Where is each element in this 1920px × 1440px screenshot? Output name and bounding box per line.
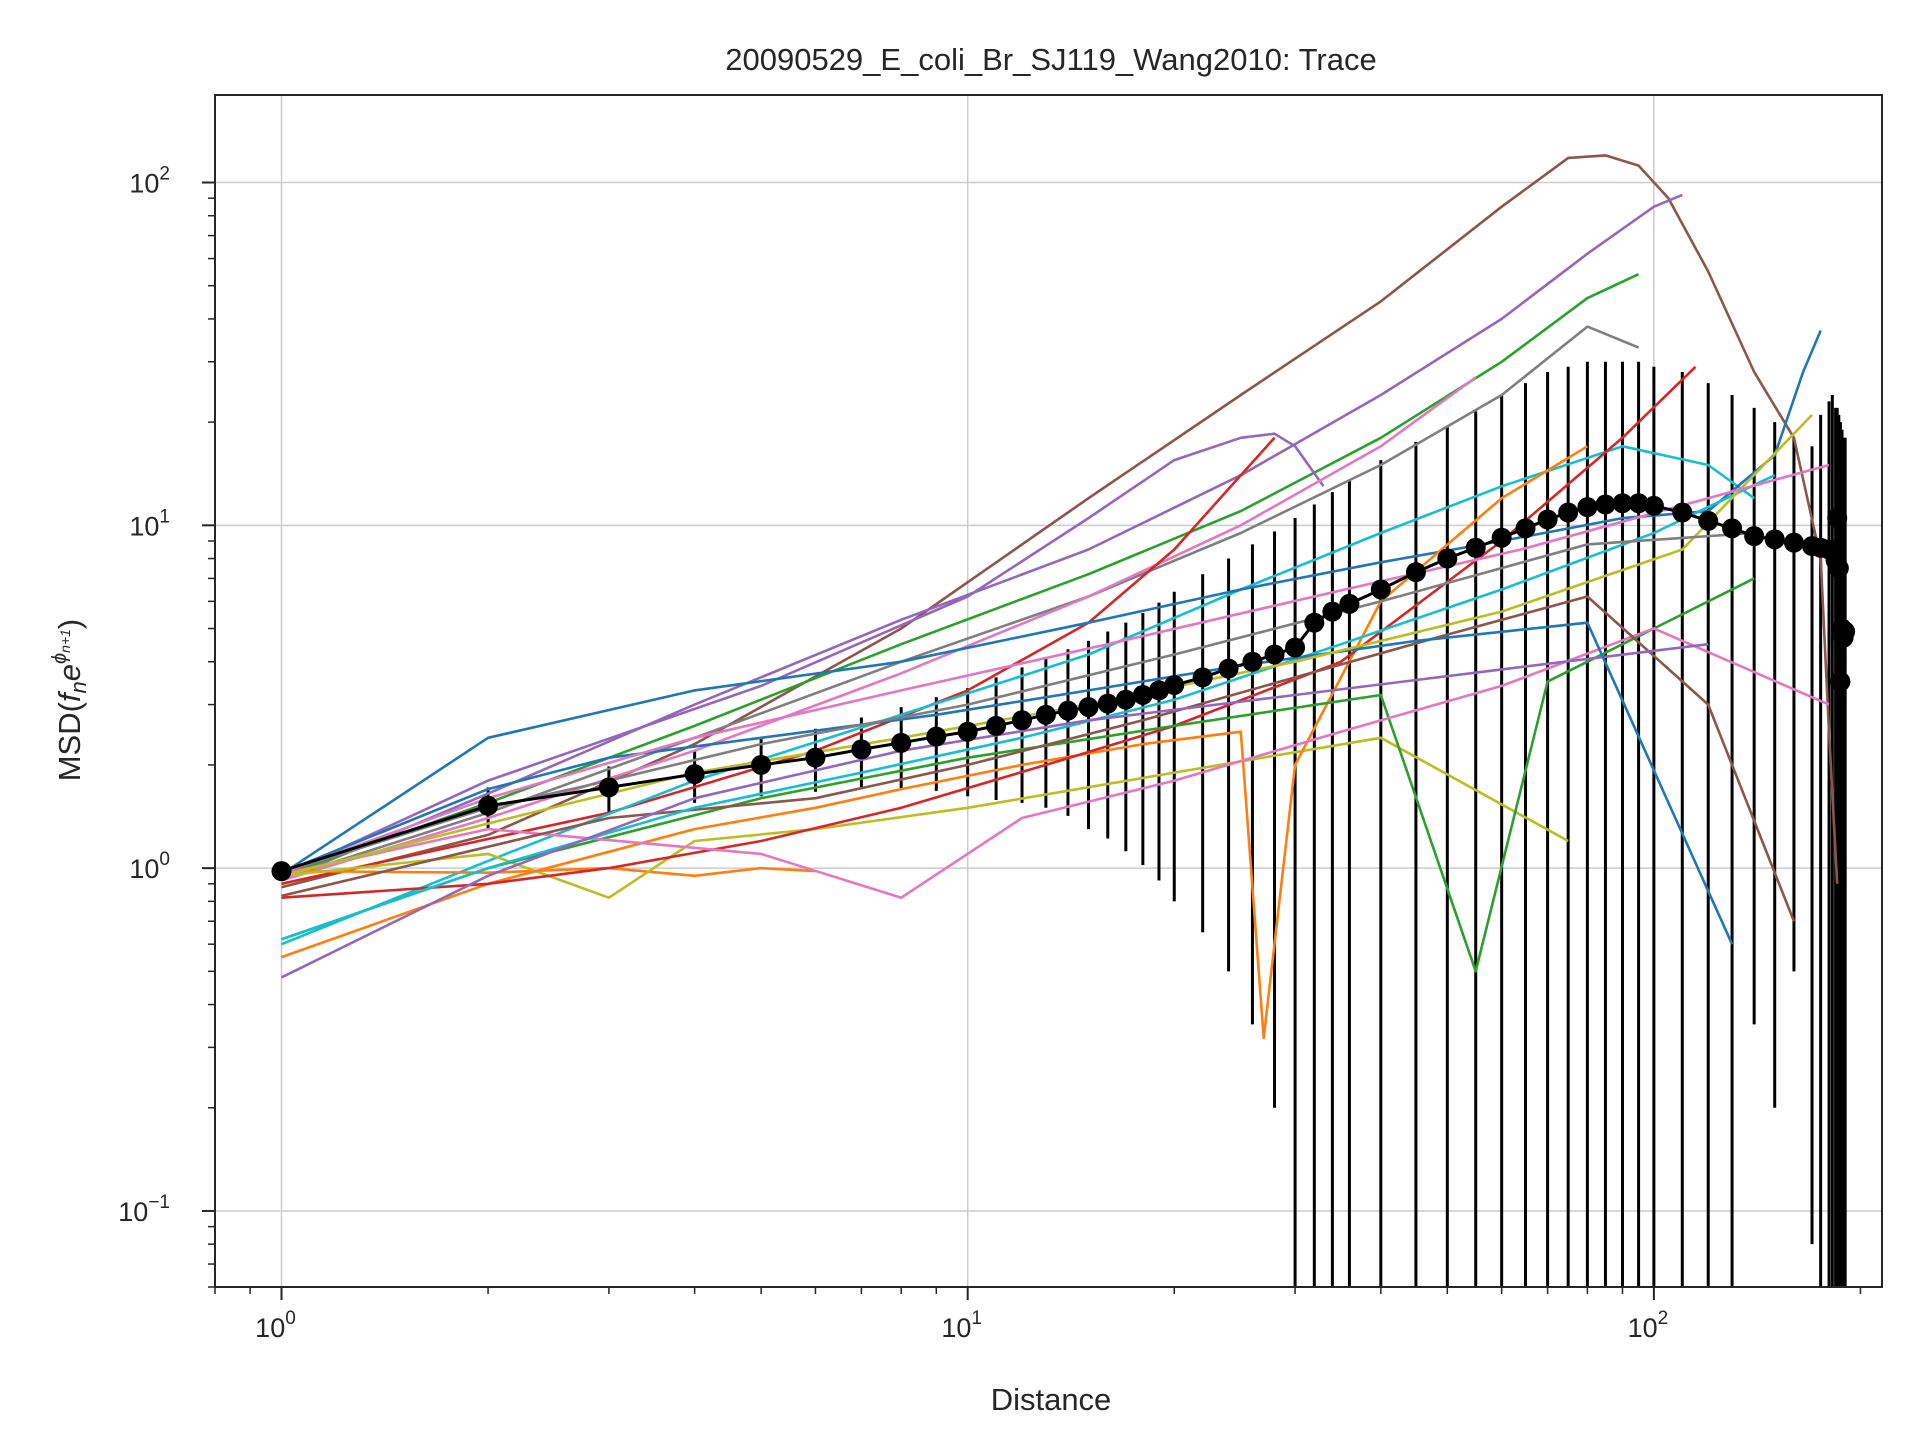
trace-line [281,376,1477,882]
y-axis-label: MSD(fneϕn+1) [49,619,91,782]
y-tick-label: 100 [129,849,170,884]
y-tick-exponent: 2 [159,164,170,185]
mean-point [1218,658,1239,679]
trace-line [281,325,1640,881]
y-tick-base: 10 [129,854,159,884]
chart-title: 20090529_E_coli_Br_SJ119_Wang2010: Trace [725,42,1376,77]
mean-point [1370,579,1391,600]
mean-point [986,715,1007,736]
mean-point [891,732,912,753]
trace-line [280,432,1325,877]
y-axis-label-msd: MSD( [52,701,87,781]
trace-line [281,436,1276,886]
mean-point [1558,502,1579,523]
y-tick-label: 102 [129,164,170,199]
y-axis-label-e: e [52,664,87,681]
mean-point [1577,497,1598,518]
axes-frame [214,94,1883,1288]
y-tick-exponent: 1 [159,506,170,527]
mean-point [1764,529,1785,550]
x-tick-label: 102 [1628,1308,1669,1343]
mean-point [1437,548,1458,569]
y-tick-base: 10 [118,1197,148,1227]
y-axis-label-phi-sub: n+1 [57,629,73,653]
mean-point [1830,671,1851,692]
y-axis-label-n: n [66,681,91,693]
trace-line [281,463,1830,874]
y-tick-exponent: −1 [148,1192,170,1213]
mean-point [1115,689,1136,710]
x-tick-label: 100 [255,1308,296,1343]
mean-point [1515,518,1536,539]
trace-line [281,154,1839,889]
mean-point [1405,562,1426,583]
trace-line [281,866,816,878]
mean-point [1164,675,1185,696]
mean-point [1698,510,1719,531]
mean-point [1672,502,1693,523]
mean-point [1148,680,1169,701]
mean-point [271,861,292,882]
plot-area [271,154,1856,1287]
y-axis-label-phi: ϕ [49,653,71,664]
trace-line [281,627,1830,900]
x-tick-label: 101 [941,1308,982,1343]
x-axis-label: Distance [991,1382,1112,1417]
x-tick-exponent: 1 [971,1308,982,1329]
y-tick-label: 10−1 [118,1192,170,1227]
mean-point [1722,518,1743,539]
mean-point [1744,526,1765,547]
mean-point [926,726,947,747]
mean-point [1097,693,1118,714]
mean-point [1242,651,1263,672]
y-axis-label-close: ) [52,619,87,629]
mean-point [1612,493,1633,514]
mean-point [851,739,872,760]
mean-point [1491,527,1512,548]
mean-point [1783,532,1804,553]
mean-point [1264,644,1285,665]
mean-point [1339,593,1360,614]
mean-point [1192,667,1213,688]
mean-point [957,721,978,742]
mean-point [1285,637,1306,658]
x-tick-base: 10 [941,1313,971,1343]
y-tick-label: 101 [129,506,170,541]
x-tick-exponent: 2 [1658,1308,1669,1329]
mean-point [805,747,826,768]
mean-point [684,764,705,785]
trace-line [281,365,1697,899]
mean-point [1078,697,1099,718]
mean-point [1132,684,1153,705]
trace-line [281,273,1640,878]
mean-point [1643,495,1664,516]
mean-point [1465,537,1486,558]
y-tick-exponent: 0 [159,849,170,870]
mean-point [1537,509,1558,530]
mean-point [1057,700,1078,721]
y-tick-base: 10 [129,169,159,199]
y-tick-base: 10 [129,511,159,541]
mean-point [1322,601,1343,622]
mean-point [478,795,499,816]
x-tick-exponent: 0 [285,1308,296,1329]
x-tick-base: 10 [1628,1313,1658,1343]
x-tick-base: 10 [255,1313,285,1343]
mean-point [1827,508,1848,529]
mean-point [1304,612,1325,633]
mean-point [1012,710,1033,731]
mean-point [1595,494,1616,515]
mean-point [598,777,619,798]
mean-point [1628,493,1649,514]
mean-point [1035,704,1056,725]
mean-point [1835,621,1856,642]
mean-point [1828,558,1849,579]
mean-point [751,754,772,775]
trace-line [281,621,1734,945]
